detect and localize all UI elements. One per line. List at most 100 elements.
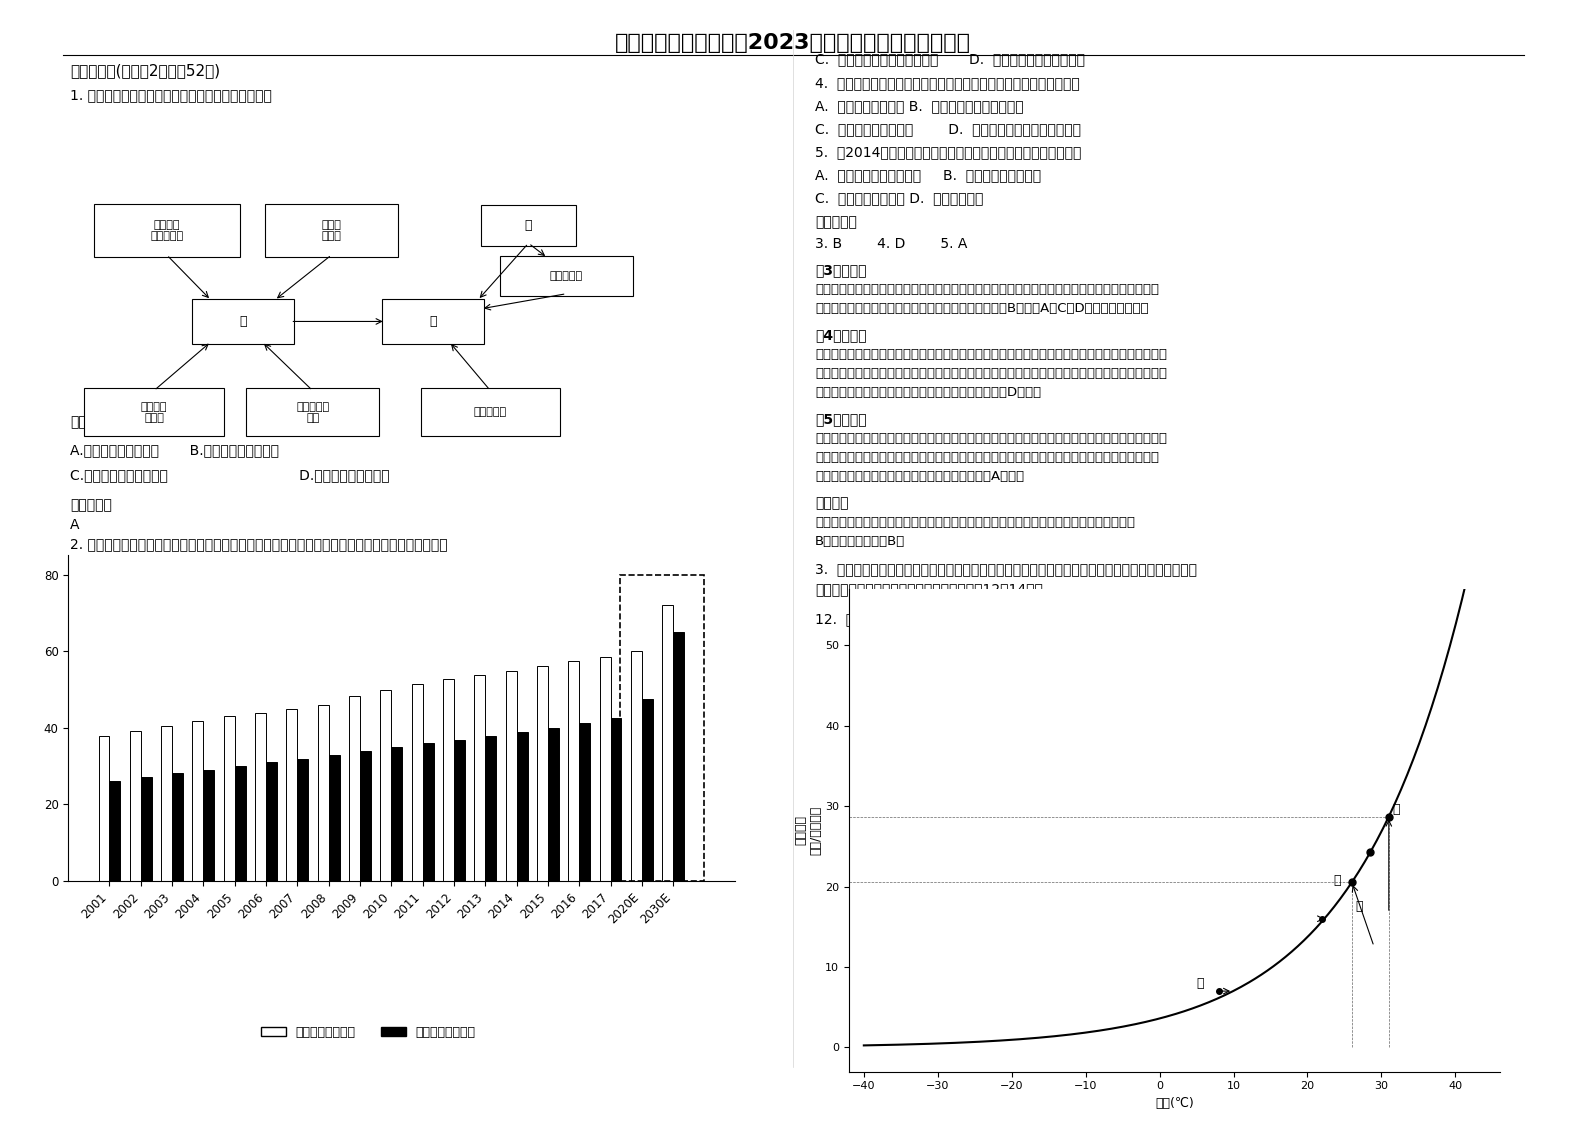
Bar <box>548 728 559 881</box>
Bar <box>600 656 611 881</box>
Text: 接近沙源地: 接近沙源地 <box>475 407 506 417</box>
FancyBboxPatch shape <box>246 388 379 436</box>
Text: C.  农村人均耕地增多 D.  户籍管理趋严: C. 农村人均耕地增多 D. 户籍管理趋严 <box>816 191 984 205</box>
Text: 4.  缩小我国户籍人口城镇化率与常住人口城镇化率的差距，将有益于: 4. 缩小我国户籍人口城镇化率与常住人口城镇化率的差距，将有益于 <box>816 76 1079 90</box>
FancyBboxPatch shape <box>265 204 398 257</box>
Bar <box>517 732 527 881</box>
Text: 3.  导致两类城镇化率差异的直接原因是: 3. 导致两类城镇化率差异的直接原因是 <box>70 833 225 846</box>
Text: C.干热风、暴雪、沙层暴                              D.干热风、寒潮、冻害: C.干热风、暴雪、沙层暴 D.干热风、寒潮、冻害 <box>70 468 390 482</box>
Bar <box>329 755 340 881</box>
Text: 丙: 丙 <box>430 315 436 328</box>
Text: 春季灌溉
用水多: 春季灌溉 用水多 <box>141 402 167 423</box>
Text: A.  城市用地规模的不断扩大  B.  进城务工人员的不断增多: A. 城市用地规模的不断扩大 B. 进城务工人员的不断增多 <box>70 855 308 870</box>
Bar <box>171 773 183 881</box>
Text: 【3题详解】: 【3题详解】 <box>816 263 867 277</box>
FancyBboxPatch shape <box>84 388 224 436</box>
Text: 2. 城市常住人口不等同于户籍人口，下图为我国户籍人口城镇化率与常住人口城镇化率比较图。据此: 2. 城市常住人口不等同于户籍人口，下图为我国户籍人口城镇化率与常住人口城镇化率… <box>70 537 448 551</box>
Text: 乙: 乙 <box>1392 802 1400 816</box>
Bar <box>641 699 652 881</box>
FancyBboxPatch shape <box>500 256 633 296</box>
Text: C.  城市商品房价格的不断上涨       D.  城乡收入差距的不断缩小: C. 城市商品房价格的不断上涨 D. 城乡收入差距的不断缩小 <box>816 52 1086 66</box>
Text: 两类城市化率差异减小，说明进城务工人员减少，而回乡再就业等政策实施可以导致进城务工人员数: 两类城市化率差异减小，说明进城务工人员减少，而回乡再就业等政策实施可以导致进城务… <box>816 432 1166 445</box>
Bar <box>621 574 705 881</box>
Text: 5.  自2014年开始，两类城镇化率差异呈减小趋势，其原因可能是: 5. 自2014年开始，两类城镇化率差异呈减小趋势，其原因可能是 <box>816 145 1081 159</box>
Bar <box>536 666 548 881</box>
Bar <box>192 720 203 881</box>
Bar <box>454 739 465 881</box>
Bar <box>203 770 214 881</box>
Text: A: A <box>70 518 79 532</box>
Bar <box>130 732 141 881</box>
Text: 【4题详解】: 【4题详解】 <box>816 328 867 342</box>
Text: 居民的待遇，将有益于提高更多人口的公共服务待遇，D正确。: 居民的待遇，将有益于提高更多人口的公共服务待遇，D正确。 <box>816 386 1041 399</box>
Text: 冬季风强盛: 冬季风强盛 <box>551 272 582 280</box>
Text: 甲: 甲 <box>1197 977 1205 990</box>
Text: 该题考查学生读图获取地理信息及综合调用所学知识解释地理现象的能力。第二题容易错选: 该题考查学生读图获取地理信息及综合调用所学知识解释地理现象的能力。第二题容易错选 <box>816 516 1135 528</box>
Legend: 常住人口城镇化率, 户籍人口城镇化率: 常住人口城镇化率, 户籍人口城镇化率 <box>256 1021 481 1043</box>
FancyBboxPatch shape <box>481 205 576 246</box>
Text: 别代表大气中的水汽要达到饱和的途径。回答12～14题。: 别代表大气中的水汽要达到饱和的途径。回答12～14题。 <box>816 582 1043 596</box>
Bar <box>632 651 641 881</box>
Bar <box>422 744 433 881</box>
Bar <box>360 752 371 881</box>
Bar <box>98 736 110 881</box>
Bar <box>568 661 579 881</box>
Text: 【5题详解】: 【5题详解】 <box>816 412 867 426</box>
Text: 降水总量
少、变率大: 降水总量 少、变率大 <box>151 220 183 241</box>
Text: 工，这些人员虽成为城镇的常住居民却没有当地户口，B正确；A、C、D均与该差异无关。: 工，这些人员虽成为城镇的常住居民却没有当地户口，B正确；A、C、D均与该差异无关… <box>816 302 1149 315</box>
FancyBboxPatch shape <box>382 298 484 344</box>
Y-axis label: 水汽含量
（克/立方米）: 水汽含量 （克/立方米） <box>795 806 822 855</box>
Text: 福建省龙岩市东肖中学2023年高三地理模拟试题含解析: 福建省龙岩市东肖中学2023年高三地理模拟试题含解析 <box>616 33 971 53</box>
Text: A.  回乡再就业等政策实施     B.  城镇内就业机会减少: A. 回乡再就业等政策实施 B. 城镇内就业机会减少 <box>816 168 1041 182</box>
Bar <box>579 723 590 881</box>
Text: 完成下列各题。: 完成下列各题。 <box>70 557 129 571</box>
Text: 少，由于农村人增多，农村人均耕地不可能增多，A正确。: 少，由于农村人增多，农村人均耕地不可能增多，A正确。 <box>816 470 1024 482</box>
Text: 1. 下图是我国某地区气象灾害成因示意图，读图完成: 1. 下图是我国某地区气象灾害成因示意图，读图完成 <box>70 88 271 102</box>
Text: 乙: 乙 <box>525 219 532 232</box>
Bar <box>224 716 235 881</box>
Text: 3.  右图是大气中的水汽含量和温度的关系图，图中的曲线为饱和曲线，甲、乙、丙、丁的箭头方向分: 3. 右图是大气中的水汽含量和温度的关系图，图中的曲线为饱和曲线，甲、乙、丙、丁… <box>816 562 1197 576</box>
Bar <box>411 684 422 881</box>
Text: 丁: 丁 <box>1333 874 1341 888</box>
Bar <box>475 675 486 881</box>
Bar <box>317 705 329 881</box>
FancyBboxPatch shape <box>421 388 560 436</box>
Bar <box>486 736 497 881</box>
Text: 由于没有当地户籍，农民工不能享受同等的就业、教育、医疗、住房保障等实质性城镇化福利，缩小: 由于没有当地户籍，农民工不能享受同等的就业、教育、医疗、住房保障等实质性城镇化福… <box>816 348 1166 361</box>
Bar <box>443 680 454 881</box>
Text: B，第三题容易错选B。: B，第三题容易错选B。 <box>816 535 905 548</box>
Text: 植被覆
盖率低: 植被覆 盖率低 <box>322 220 341 241</box>
Text: 甲: 甲 <box>240 315 246 328</box>
Text: 人口、城市
密集: 人口、城市 密集 <box>297 402 329 423</box>
Bar <box>662 605 673 881</box>
Bar <box>297 758 308 881</box>
FancyBboxPatch shape <box>94 204 240 257</box>
Text: 参考答案：: 参考答案： <box>70 498 111 512</box>
Bar <box>162 726 171 881</box>
Bar <box>392 747 402 881</box>
Bar <box>110 781 121 881</box>
Bar <box>235 766 246 881</box>
Text: 12.  关于甲、乙、丙、丁四种途径的叙述不正确的是（     ）: 12. 关于甲、乙、丙、丁四种途径的叙述不正确的是（ ） <box>816 611 1060 626</box>
Bar <box>506 671 517 881</box>
Bar <box>267 763 278 881</box>
Text: 丙: 丙 <box>1355 901 1363 913</box>
Text: 图中甲、乙、丙气象灾害分别是：: 图中甲、乙、丙气象灾害分别是： <box>70 415 195 429</box>
Text: 我国户籍人口城镇化率与常住人口城镇化率的差距，也就是非城镇户籍人口得以落户，从而享受城镇: 我国户籍人口城镇化率与常住人口城镇化率的差距，也就是非城镇户籍人口得以落户，从而… <box>816 367 1166 380</box>
Bar <box>381 690 392 881</box>
X-axis label: 温度(℃): 温度(℃) <box>1155 1097 1193 1110</box>
Text: 量相对降低，目前我国户籍管理还是有利于人员流动的，并没有趋严，而城镇内就业机会并没有减: 量相对降低，目前我国户籍管理还是有利于人员流动的，并没有趋严，而城镇内就业机会并… <box>816 451 1159 465</box>
Text: 【点睛】: 【点睛】 <box>816 496 849 511</box>
Text: 3. B        4. D        5. A: 3. B 4. D 5. A <box>816 237 968 251</box>
FancyBboxPatch shape <box>192 298 294 344</box>
Bar <box>256 712 267 881</box>
Bar <box>611 718 622 881</box>
Bar <box>286 709 297 881</box>
Text: A.  抑制城市房价上涨 B.  增加城市居民的就业机会: A. 抑制城市房价上涨 B. 增加城市居民的就业机会 <box>816 99 1024 113</box>
Bar <box>349 696 360 881</box>
Text: 参考答案：: 参考答案： <box>816 215 857 229</box>
Text: 一、选择题(每小题2分，共52分): 一、选择题(每小题2分，共52分) <box>70 63 221 79</box>
Bar <box>673 632 684 881</box>
Text: 图中常住人口城镇化率明显高于户籍人口城镇化率，这主要是由于我国农村大量剩余劳动力进城务: 图中常住人口城镇化率明显高于户籍人口城镇化率，这主要是由于我国农村大量剩余劳动力… <box>816 283 1159 296</box>
Bar <box>141 778 152 881</box>
